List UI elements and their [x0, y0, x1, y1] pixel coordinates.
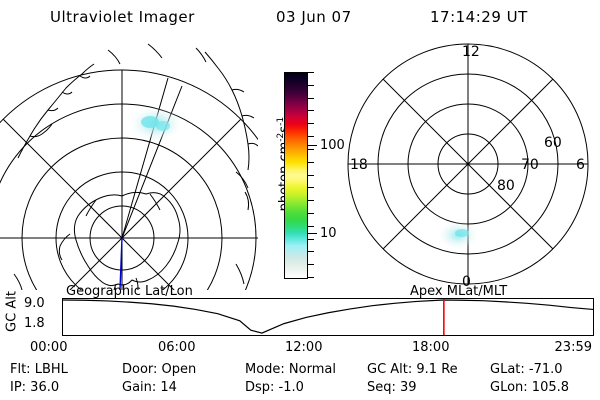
header-bar: Ultraviolet Imager 03 Jun 07 17:14:29 UT — [0, 0, 600, 34]
aurora-core-b — [156, 121, 170, 131]
mlt-panel-caption: Apex MLat/MLT — [410, 284, 508, 299]
colorbar-tick — [308, 123, 314, 125]
mlt-spokes — [348, 44, 588, 284]
mlat-label-80: 80 — [497, 178, 515, 194]
orbit-xtick-label: 06:00 — [158, 340, 196, 355]
colorbar-group: photon cm-2s-1 100 10 — [258, 60, 345, 290]
colorbar-tick — [308, 225, 314, 227]
status-filter: Flt: LBHL — [10, 362, 68, 377]
mlat-mlt-svg: 12 6 0 18 60 70 80 — [347, 43, 589, 290]
orbit-xtick-label: 00:00 — [30, 340, 68, 355]
orbit-xtick-label: 12:00 — [285, 340, 323, 355]
mlat-label-70: 70 — [521, 157, 539, 173]
meridian-lines — [0, 70, 258, 290]
mlt-label-6: 6 — [576, 157, 585, 173]
orbit-ylabel: GC Alt — [4, 291, 20, 332]
colorbar-tick — [308, 238, 314, 240]
status-glon: GLon: 105.8 — [490, 380, 570, 395]
orbit-ytick-bottom: 1.8 — [24, 316, 45, 331]
mlt-label-12: 12 — [462, 44, 480, 60]
orbit-altitude-section: GC Alt 9.0 1.8 Geographic Lat/Lon Apex M… — [0, 284, 600, 356]
orbit-altitude-plot[interactable] — [62, 298, 594, 336]
status-block: Flt: LBHL IP: 36.0 Door: Open Gain: 14 M… — [0, 362, 600, 400]
colorbar-tick — [308, 84, 314, 86]
colorbar-tick — [308, 97, 314, 99]
colorbar-tick — [308, 200, 314, 202]
orbit-xtick-label: 18:00 — [412, 340, 450, 355]
islands-coastline — [13, 43, 245, 290]
colorbar-tick — [308, 136, 314, 138]
status-door: Door: Open — [122, 362, 197, 377]
colorbar-tick — [308, 148, 314, 150]
aurora-core-mlt — [455, 229, 469, 237]
status-dsp: Dsp: -1.0 — [245, 380, 304, 395]
colorbar-tick — [308, 174, 314, 176]
colorbar-tick — [308, 264, 314, 266]
colorbar-tick-major — [308, 233, 317, 234]
colorbar-label-100: 100 — [320, 138, 345, 153]
geographic-map-content — [0, 43, 258, 290]
observation-time: 17:14:29 UT — [430, 8, 528, 26]
status-gain: Gain: 14 — [122, 380, 177, 395]
observation-date: 03 Jun 07 — [276, 8, 352, 26]
mlt-label-18: 18 — [350, 157, 368, 173]
orbit-xtick-label: 23:59 — [554, 340, 592, 355]
status-glat: GLat: -71.0 — [490, 362, 563, 377]
latitude-circles — [0, 69, 258, 290]
geographic-map-svg — [0, 43, 258, 290]
australia-coastline — [204, 51, 258, 211]
south-america-coastline — [17, 63, 95, 159]
colorbar-tick — [308, 161, 314, 163]
geographic-panel-caption: Geographic Lat/Lon — [66, 284, 193, 299]
colorbar-tick — [308, 187, 314, 189]
status-mode: Mode: Normal — [245, 362, 336, 377]
mlat-label-60: 60 — [544, 135, 562, 151]
status-seq: Seq: 39 — [367, 380, 417, 395]
colorbar-tick — [308, 72, 314, 73]
colorbar-tick — [308, 212, 314, 214]
status-gc-alt: GC Alt: 9.1 Re — [367, 362, 458, 377]
colorbar-tick — [308, 277, 314, 278]
colorbar-tick-major — [308, 145, 317, 146]
mlat-mlt-dial-panel[interactable]: 12 6 0 18 60 70 80 — [336, 38, 600, 290]
colorbar-tick — [308, 110, 314, 112]
orbit-altitude-svg — [62, 299, 594, 335]
aurora-core-a — [141, 116, 159, 128]
orbit-ytick-top: 9.0 — [24, 296, 45, 311]
colorbar-tick — [308, 251, 314, 253]
colorbar-label-10: 10 — [320, 226, 337, 241]
orbit-altitude-trace — [62, 299, 594, 334]
colorbar-gradient-strip — [284, 72, 308, 279]
geographic-map-panel[interactable] — [0, 38, 258, 290]
antarctica-coastline — [58, 191, 181, 290]
status-ip: IP: 36.0 — [10, 380, 60, 395]
instrument-title: Ultraviolet Imager — [50, 8, 195, 26]
spacecraft-ground-track — [119, 237, 123, 290]
mlt-label-0: 0 — [462, 274, 471, 290]
